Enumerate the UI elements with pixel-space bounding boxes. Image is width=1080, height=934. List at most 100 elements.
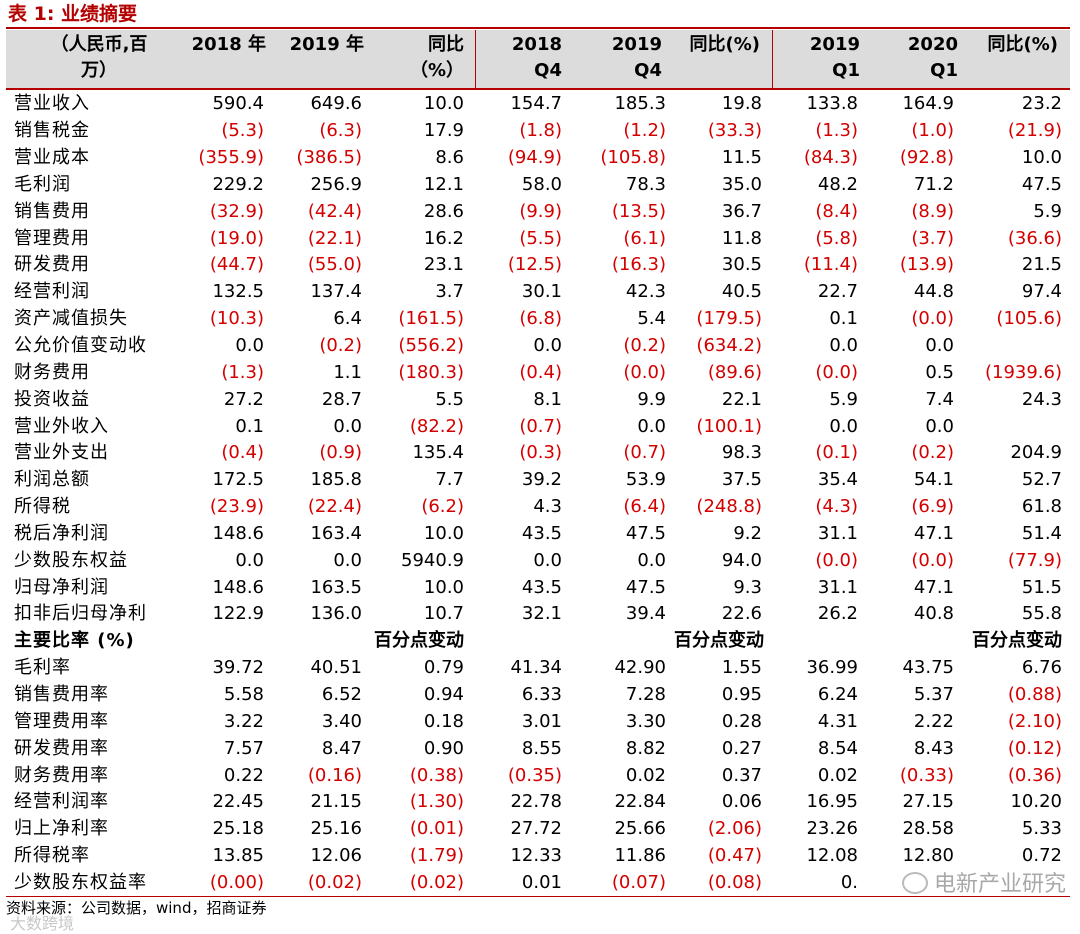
table-cell: 32.1 [521,603,562,625]
table-title: 表 1: 业绩摘要 [8,3,138,25]
row-label: 少数股东权益率 [14,871,147,893]
row-label: 扣非后归母净利 [14,603,147,625]
table-cell: 25.66 [614,818,666,840]
table-cell: 2.22 [913,710,954,732]
row-label: 所得税率 [14,845,90,867]
table-cell: (105.8) [600,147,666,169]
table-cell: (89.6) [707,361,762,383]
table-cell: (13.9) [899,254,954,276]
table-row: 经营利润 132.5 137.4 3.7 30.1 42.3 40.5 22.7 44.8 97.… [6,279,1070,306]
table-row: 资产减值损失 (10.3) 6.4 (161.5) (6.8) 5.4 (179.5) 0.1… [6,306,1070,333]
table-cell: (355.9) [198,147,264,169]
table-cell: 10.7 [423,603,464,625]
table-cell: (0.33) [899,764,954,786]
table-cell: 256.9 [310,173,362,195]
table-row: 归上净利率 25.18 25.16 (0.01) 27.72 25.66 (2.06) 23.… [6,816,1070,843]
row-label: 投资收益 [14,388,90,410]
table-cell: 78.3 [625,173,666,195]
table-cell: (0.12) [1007,737,1062,759]
section-row: 主要比率 (%) 百分点变动 百分点变动 百分点变动 [6,628,1070,655]
table-cell: 40.8 [913,603,954,625]
table-cell: 164.9 [902,93,954,115]
table-cell: 10.0 [423,522,464,544]
row-label: 资产减值损失 [14,308,128,330]
table-cell: 0.0 [925,335,954,357]
table-row: 所得税 (23.9) (22.4) (6.2) 4.3 (6.4) (248.8) (4.3)… [6,494,1070,521]
table-cell: (100.1) [696,415,762,437]
row-label: 经营利润率 [14,791,109,813]
row-label: 销售费用 [14,200,90,222]
table-cell: (32.9) [209,200,264,222]
table-row: 所得税率 13.85 12.06 (1.79) 12.33 11.86 (0.47) 12.0… [6,843,1070,870]
table-cell: 0.37 [721,764,762,786]
table-cell: 6.4 [333,308,362,330]
table-cell: (33.3) [707,120,762,142]
table-cell: 98.3 [721,442,762,464]
table-cell: (6.4) [623,496,666,518]
table-cell: 0.1 [235,415,264,437]
table-cell: 5.4 [637,308,666,330]
row-label: 营业成本 [14,147,90,169]
row-label: 归上净利率 [14,818,109,840]
table-cell: 8.82 [625,737,666,759]
table-cell: (1939.6) [984,361,1062,383]
table-cell: 148.6 [212,522,264,544]
table-row: 销售费用 (32.9) (42.4) 28.6 (9.9) (13.5) 36.7 (8.4)… [6,198,1070,225]
table-cell: 7.4 [925,388,954,410]
table-cell: 40.5 [721,281,762,303]
table-cell: (36.6) [1007,227,1062,249]
table-cell: (0.3) [519,442,562,464]
table-cell: 27.2 [223,388,264,410]
table-cell: 47.1 [913,522,954,544]
table-cell: 0.95 [721,683,762,705]
table-cell: (10.3) [209,308,264,330]
column-header: 同比(%) [987,34,1059,55]
table-cell: 47.1 [913,576,954,598]
table-cell: 185.8 [310,469,362,491]
table-cell: 10.0 [423,576,464,598]
table-cell: 36.99 [806,657,858,679]
table-cell: (92.8) [899,147,954,169]
table-cell: 71.2 [913,173,954,195]
row-label: 经营利润 [14,281,90,303]
table-cell: 185.3 [614,93,666,115]
table-cell: 47.5 [625,522,666,544]
table-cell: 0.27 [721,737,762,759]
table-cell: 61.8 [1021,496,1062,518]
table-cell: 9.3 [733,576,762,598]
table-cell: (0.4) [519,361,562,383]
table-cell [962,413,1070,440]
table-cell: 11.86 [614,845,666,867]
table-cell: 48.2 [817,173,858,195]
table-cell: (0.2) [911,442,954,464]
table-cell [866,628,962,655]
table-cell: 40.51 [310,657,362,679]
table-cell: 43.5 [521,576,562,598]
table-cell: 41.34 [510,657,562,679]
table-cell: (22.4) [307,496,362,518]
table-cell: (0.7) [519,415,562,437]
table-cell: 97.4 [1021,281,1062,303]
table-cell: 0.72 [1021,845,1062,867]
table-cell: 36.7 [721,200,762,222]
table-cell: (84.3) [803,147,858,169]
table-cell: 135.4 [412,442,464,464]
table-cell: 21.5 [1021,254,1062,276]
table-cell: (0.1) [815,442,858,464]
table-cell: 28.6 [423,200,464,222]
table-row: 研发费用率 7.57 8.47 0.90 8.55 8.82 0.27 8.54 8.43 (0.… [6,735,1070,762]
table-cell: 0.5 [925,361,954,383]
table-cell: 13.85 [212,845,264,867]
table-cell: 9.2 [733,522,762,544]
table-cell: (0.38) [409,764,464,786]
table-cell: 11.8 [721,227,762,249]
table-cell: 17.9 [423,120,464,142]
table-cell [770,628,866,655]
table-cell: 47.5 [625,576,666,598]
table-cell: 7.28 [625,683,666,705]
table-cell: 51.4 [1021,522,1062,544]
table-cell: (0.36) [1007,764,1062,786]
table-cell: (0.88) [1007,683,1062,705]
table-cell: 4.31 [817,710,858,732]
table-cell: (4.3) [815,496,858,518]
